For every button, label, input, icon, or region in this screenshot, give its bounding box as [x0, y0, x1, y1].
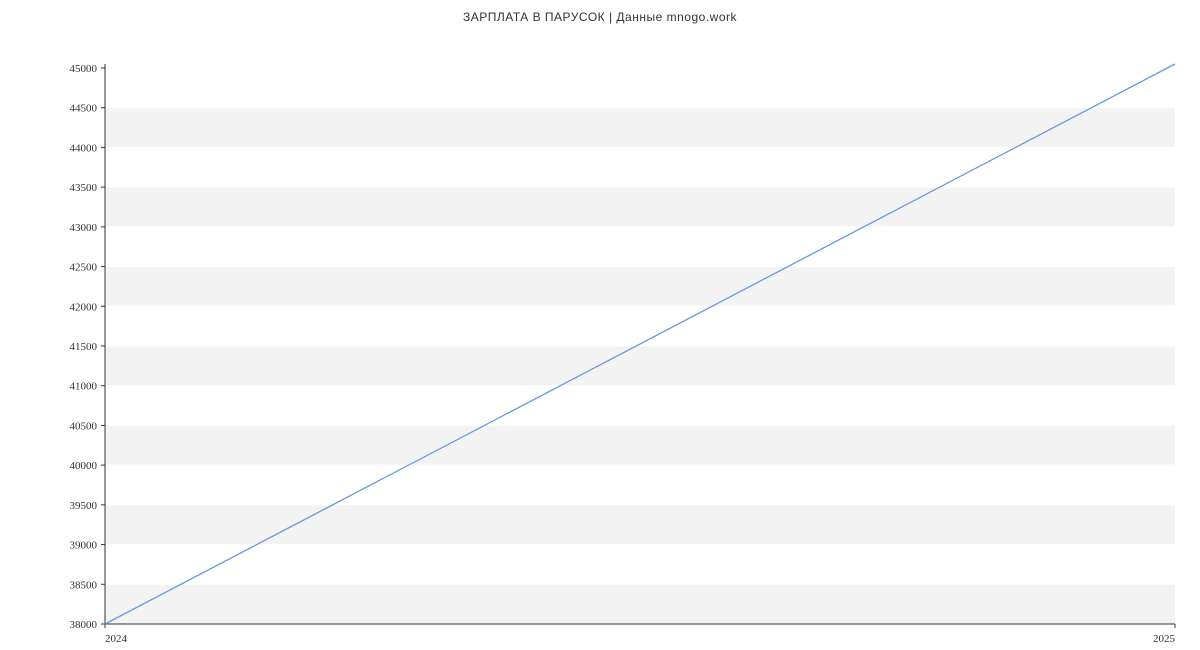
y-tick-label: 43500	[70, 182, 98, 194]
x-tick-label: 2025	[1153, 633, 1176, 644]
y-tick-label: 42000	[70, 301, 98, 313]
y-tick-label: 44500	[70, 103, 98, 115]
y-tick-label: 40500	[70, 420, 98, 432]
y-tick-label: 44000	[70, 142, 98, 154]
y-tick-label: 38000	[70, 619, 98, 631]
y-tick-label: 40000	[70, 460, 98, 472]
x-tick-label: 2024	[105, 633, 128, 644]
y-tick-label: 42500	[70, 262, 98, 274]
y-tick-label: 41500	[70, 341, 98, 353]
chart-area: 38000 38500 39000 39500 40000 40500 41000 41500…	[0, 24, 1200, 644]
y-tick-label: 38500	[70, 579, 98, 591]
y-tick-label: 39500	[70, 500, 98, 512]
y-tick-label: 45000	[70, 63, 98, 75]
y-tick-label: 39000	[70, 540, 98, 552]
chart-title: ЗАРПЛАТА В ПАРУСОК | Данные mnogo.work	[0, 0, 1200, 24]
y-tick-label: 43000	[70, 222, 98, 234]
line-chart-svg: 38000 38500 39000 39500 40000 40500 41000 41500…	[0, 24, 1200, 644]
y-tick-label: 41000	[70, 381, 98, 393]
